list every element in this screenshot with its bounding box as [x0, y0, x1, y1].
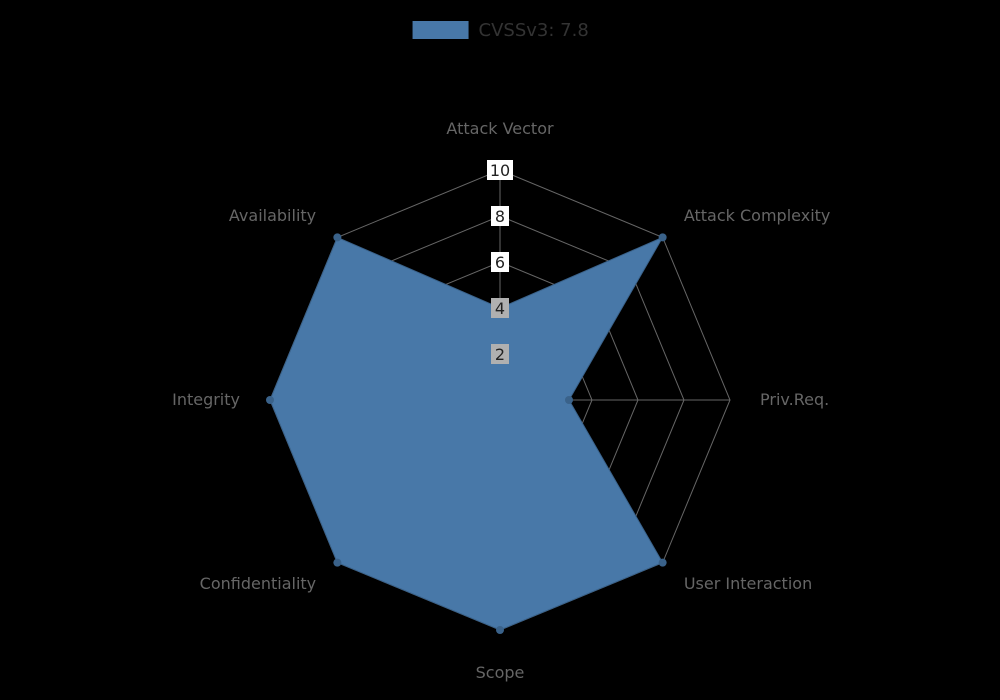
radar-chart-container: 2 4 6 8 10 Attack Vector Attack Complexity Pri…: [0, 0, 1000, 700]
radar-series: [266, 233, 667, 634]
radar-series-marker: [496, 626, 504, 634]
radar-tick-label: 10: [490, 161, 510, 180]
radar-axis-label: Availability: [229, 206, 316, 225]
radar-series-marker: [333, 559, 341, 567]
radar-axis-label: Priv.Req.: [760, 390, 829, 409]
radar-series-marker: [266, 396, 274, 404]
radar-axis-label: Attack Complexity: [684, 206, 831, 225]
radar-series-marker: [659, 233, 667, 241]
radar-tick-label: 2: [495, 345, 505, 364]
radar-series-marker: [659, 559, 667, 567]
legend-swatch: [413, 21, 469, 39]
radar-series-polygon: [270, 237, 663, 630]
chart-legend: CVSSv3: 7.8: [413, 20, 589, 41]
radar-tick-label: 8: [495, 207, 505, 226]
radar-tick-label: 6: [495, 253, 505, 272]
radar-axis-label: Attack Vector: [446, 119, 554, 138]
radar-series-marker: [565, 396, 573, 404]
radar-axis-label: User Interaction: [684, 574, 812, 593]
radar-axis-label: Scope: [476, 663, 525, 682]
radar-axis-label: Confidentiality: [200, 574, 316, 593]
legend-label: CVSSv3: 7.8: [479, 20, 589, 41]
radar-tick-label: 4: [495, 299, 505, 318]
radar-series-marker: [333, 233, 341, 241]
radar-axis-label: Integrity: [172, 390, 240, 409]
radar-chart: 2 4 6 8 10 Attack Vector Attack Complexity Pri…: [0, 0, 1000, 700]
